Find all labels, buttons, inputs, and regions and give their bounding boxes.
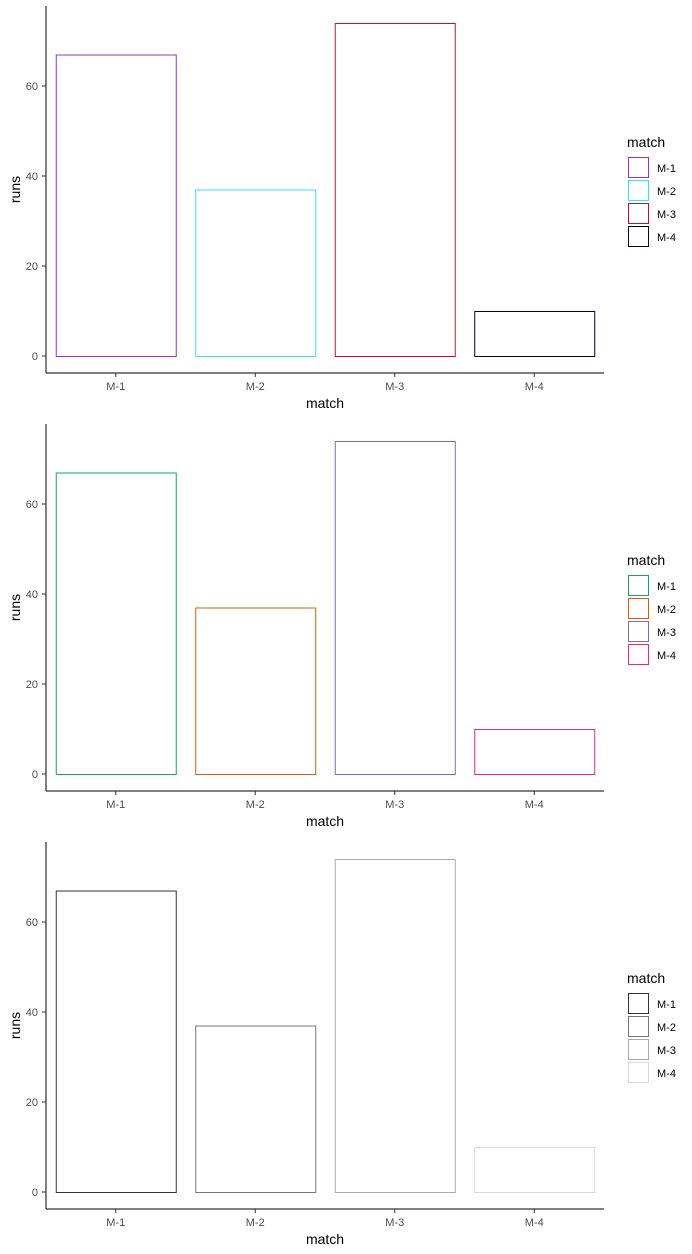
y-tick-label: 40 [26, 589, 38, 601]
legend-key-m-3 [628, 621, 649, 642]
x-tick-label: M-2 [246, 381, 265, 393]
x-tick-label: M-2 [246, 1217, 265, 1229]
x-tick-label: M-1 [106, 381, 125, 393]
y-tick-label: 60 [26, 81, 38, 93]
legend-key-m-2 [628, 1016, 649, 1037]
legend-key-m-3 [628, 203, 649, 224]
bar-m-2 [195, 1025, 317, 1193]
x-tick-label: M-1 [106, 799, 125, 811]
x-tick-label: M-3 [385, 1217, 404, 1229]
y-tick-label: 0 [32, 769, 38, 781]
x-tick-label: M-2 [246, 799, 265, 811]
bar-m-2 [195, 189, 317, 357]
y-axis-title: runs [7, 176, 23, 203]
legend-key-m-1 [628, 575, 649, 596]
legend-label: M-4 [657, 1068, 676, 1080]
legend: match M-1 M-2 M-3 M-4 [627, 134, 676, 247]
bar-m-3 [334, 441, 456, 775]
chart-panel-1: 0 20 40 60 M-1 M-2 M-3 M-4 match runs match M-1 M-2 M… [7, 6, 676, 411]
x-axis-title: match [306, 395, 344, 411]
y-tick-label: 40 [26, 1007, 38, 1019]
legend-label: M-2 [657, 1022, 676, 1034]
legend-key-m-2 [628, 180, 649, 201]
bar-m-4 [474, 311, 596, 357]
y-tick-label: 20 [26, 679, 38, 691]
legend: match M-1 M-2 M-3 M-4 [627, 970, 676, 1083]
legend-label: M-1 [657, 581, 676, 593]
x-tick-label: M-4 [525, 381, 544, 393]
legend-label: M-3 [657, 209, 676, 221]
y-axis-title: runs [7, 594, 23, 621]
y-tick-label: 60 [26, 917, 38, 929]
x-tick-label: M-4 [525, 1217, 544, 1229]
x-tick-label: M-4 [525, 799, 544, 811]
y-tick-label: 0 [32, 351, 38, 363]
legend-key-m-4 [628, 226, 649, 247]
legend-label: M-2 [657, 186, 676, 198]
legend-label: M-3 [657, 1045, 676, 1057]
bar-m-4 [474, 1147, 596, 1193]
legend-key-m-4 [628, 1062, 649, 1083]
x-axis-title: match [306, 1231, 344, 1247]
legend-key-m-1 [628, 157, 649, 178]
x-tick-label: M-1 [106, 1217, 125, 1229]
bar-m-2 [195, 607, 317, 775]
legend-title: match [627, 552, 665, 568]
bar-m-1 [55, 54, 177, 357]
y-tick-label: 60 [26, 499, 38, 511]
y-tick-label: 20 [26, 1097, 38, 1109]
bar-m-3 [334, 859, 456, 1193]
bar-m-4 [474, 729, 596, 775]
legend-title: match [627, 970, 665, 986]
y-axis-title: runs [7, 1012, 23, 1039]
legend-key-m-4 [628, 644, 649, 665]
y-tick-label: 0 [32, 1187, 38, 1199]
y-tick-label: 20 [26, 261, 38, 273]
legend-label: M-1 [657, 163, 676, 175]
legend: match M-1 M-2 M-3 M-4 [627, 552, 676, 665]
bar-m-3 [334, 23, 456, 357]
chart-panel-3: 0 20 40 60 M-1 M-2 M-3 M-4 match runs match M-1 M-2 M… [7, 842, 676, 1247]
bar-m-1 [55, 890, 177, 1193]
legend-title: match [627, 134, 665, 150]
legend-label: M-4 [657, 232, 676, 244]
legend-label: M-1 [657, 999, 676, 1011]
legend-key-m-1 [628, 993, 649, 1014]
legend-label: M-4 [657, 650, 676, 662]
y-tick-label: 40 [26, 171, 38, 183]
legend-label: M-2 [657, 604, 676, 616]
bar-m-1 [55, 472, 177, 775]
legend-label: M-3 [657, 627, 676, 639]
chart-panel-2: 0 20 40 60 M-1 M-2 M-3 M-4 match runs match M-1 M-2 M… [7, 424, 676, 829]
x-axis-title: match [306, 813, 344, 829]
legend-key-m-2 [628, 598, 649, 619]
legend-key-m-3 [628, 1039, 649, 1060]
x-tick-label: M-3 [385, 381, 404, 393]
x-tick-label: M-3 [385, 799, 404, 811]
